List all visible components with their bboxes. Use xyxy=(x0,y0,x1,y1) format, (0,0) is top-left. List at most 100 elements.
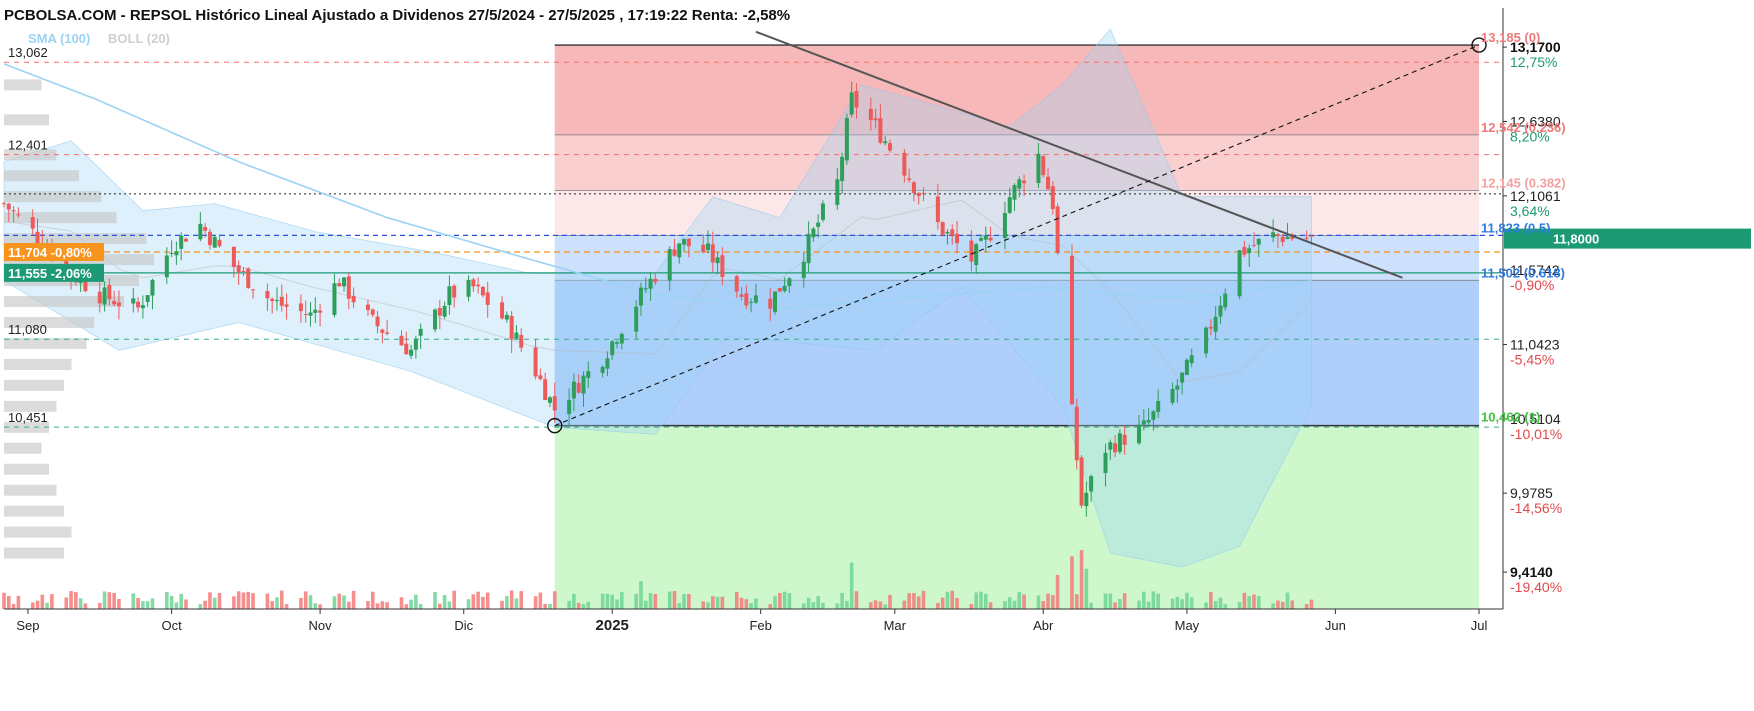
candle[interactable] xyxy=(710,231,715,273)
candle[interactable] xyxy=(1280,234,1285,247)
candle[interactable] xyxy=(504,311,509,323)
candle[interactable] xyxy=(476,277,481,294)
candle[interactable] xyxy=(1113,435,1118,458)
candle[interactable] xyxy=(1242,240,1247,258)
candle[interactable] xyxy=(1218,296,1223,325)
candle[interactable] xyxy=(969,230,974,272)
candle[interactable] xyxy=(466,275,471,302)
candle[interactable] xyxy=(308,302,313,327)
candle[interactable] xyxy=(385,319,390,336)
candle[interactable] xyxy=(1223,288,1228,311)
candle[interactable] xyxy=(744,284,749,309)
candle[interactable] xyxy=(878,104,883,145)
candle[interactable] xyxy=(547,396,552,408)
candle[interactable] xyxy=(452,283,457,308)
candle[interactable] xyxy=(174,241,179,266)
candle[interactable] xyxy=(1074,398,1079,470)
candle[interactable] xyxy=(265,283,270,311)
candle[interactable] xyxy=(1213,306,1218,339)
candle[interactable] xyxy=(1180,372,1185,395)
candle[interactable] xyxy=(1108,439,1113,461)
candle[interactable] xyxy=(1050,181,1055,215)
candle[interactable] xyxy=(538,368,543,381)
candle[interactable] xyxy=(945,229,950,245)
candle[interactable] xyxy=(131,287,136,313)
candle[interactable] xyxy=(667,246,672,291)
candle[interactable] xyxy=(773,291,778,315)
candle[interactable] xyxy=(11,206,16,223)
candle[interactable] xyxy=(246,267,251,289)
candle[interactable] xyxy=(753,283,758,304)
candle[interactable] xyxy=(437,299,442,330)
candle[interactable] xyxy=(164,247,169,284)
trendline-dashed[interactable] xyxy=(554,44,1480,427)
candle[interactable] xyxy=(1084,481,1089,517)
candle[interactable] xyxy=(605,351,610,377)
candle[interactable] xyxy=(16,207,21,219)
candle[interactable] xyxy=(298,294,303,323)
candle[interactable] xyxy=(365,299,370,316)
candle[interactable] xyxy=(873,108,878,129)
candle[interactable] xyxy=(97,282,102,313)
candle[interactable] xyxy=(576,374,581,394)
candle[interactable] xyxy=(787,277,792,293)
candle[interactable] xyxy=(1151,409,1156,431)
candle[interactable] xyxy=(107,278,112,306)
candle[interactable] xyxy=(1079,455,1084,509)
candle[interactable] xyxy=(1256,238,1261,257)
candle[interactable] xyxy=(274,287,279,311)
candle[interactable] xyxy=(1271,219,1276,243)
candle[interactable] xyxy=(677,243,682,264)
candle[interactable] xyxy=(217,234,222,248)
candle[interactable] xyxy=(279,284,284,312)
candle[interactable] xyxy=(887,139,892,153)
candle[interactable] xyxy=(150,278,155,310)
candle[interactable] xyxy=(270,297,275,314)
candle[interactable] xyxy=(207,228,212,250)
candle[interactable] xyxy=(701,234,706,254)
candle[interactable] xyxy=(720,247,725,286)
candle[interactable] xyxy=(1189,348,1194,368)
candle[interactable] xyxy=(342,277,347,292)
candle[interactable] xyxy=(1103,443,1108,487)
candle[interactable] xyxy=(1089,474,1094,502)
candle[interactable] xyxy=(1285,223,1290,240)
candle[interactable] xyxy=(1251,232,1256,248)
candle[interactable] xyxy=(318,304,323,327)
candle[interactable] xyxy=(442,301,447,319)
candle[interactable] xyxy=(251,288,256,299)
candle[interactable] xyxy=(806,221,811,273)
candle[interactable] xyxy=(619,332,624,350)
candle[interactable] xyxy=(404,331,409,355)
candle[interactable] xyxy=(1137,414,1142,446)
candle[interactable] xyxy=(782,277,787,293)
candle[interactable] xyxy=(586,361,591,388)
candle[interactable] xyxy=(471,277,476,292)
candle[interactable] xyxy=(672,238,677,257)
candle[interactable] xyxy=(1117,429,1122,455)
candle[interactable] xyxy=(739,287,744,301)
candle[interactable] xyxy=(988,226,993,243)
candle[interactable] xyxy=(303,300,308,323)
candle[interactable] xyxy=(241,267,246,277)
candle[interactable] xyxy=(868,97,873,131)
candle[interactable] xyxy=(169,240,174,258)
candle[interactable] xyxy=(1146,408,1151,427)
candle[interactable] xyxy=(777,287,782,292)
candle[interactable] xyxy=(198,212,203,242)
candle[interactable] xyxy=(1204,326,1209,358)
candle[interactable] xyxy=(179,232,184,261)
candle[interactable] xyxy=(375,310,380,334)
candle[interactable] xyxy=(212,234,217,248)
candle[interactable] xyxy=(571,373,576,412)
candle[interactable] xyxy=(409,344,414,360)
candle[interactable] xyxy=(332,273,337,318)
candle[interactable] xyxy=(907,168,912,183)
candle[interactable] xyxy=(418,323,423,349)
trendline-solid[interactable] xyxy=(755,30,1403,279)
candle[interactable] xyxy=(706,230,711,254)
candle[interactable] xyxy=(849,81,854,118)
candle[interactable] xyxy=(1012,183,1017,212)
candle[interactable] xyxy=(380,328,385,344)
candle[interactable] xyxy=(1184,358,1189,376)
